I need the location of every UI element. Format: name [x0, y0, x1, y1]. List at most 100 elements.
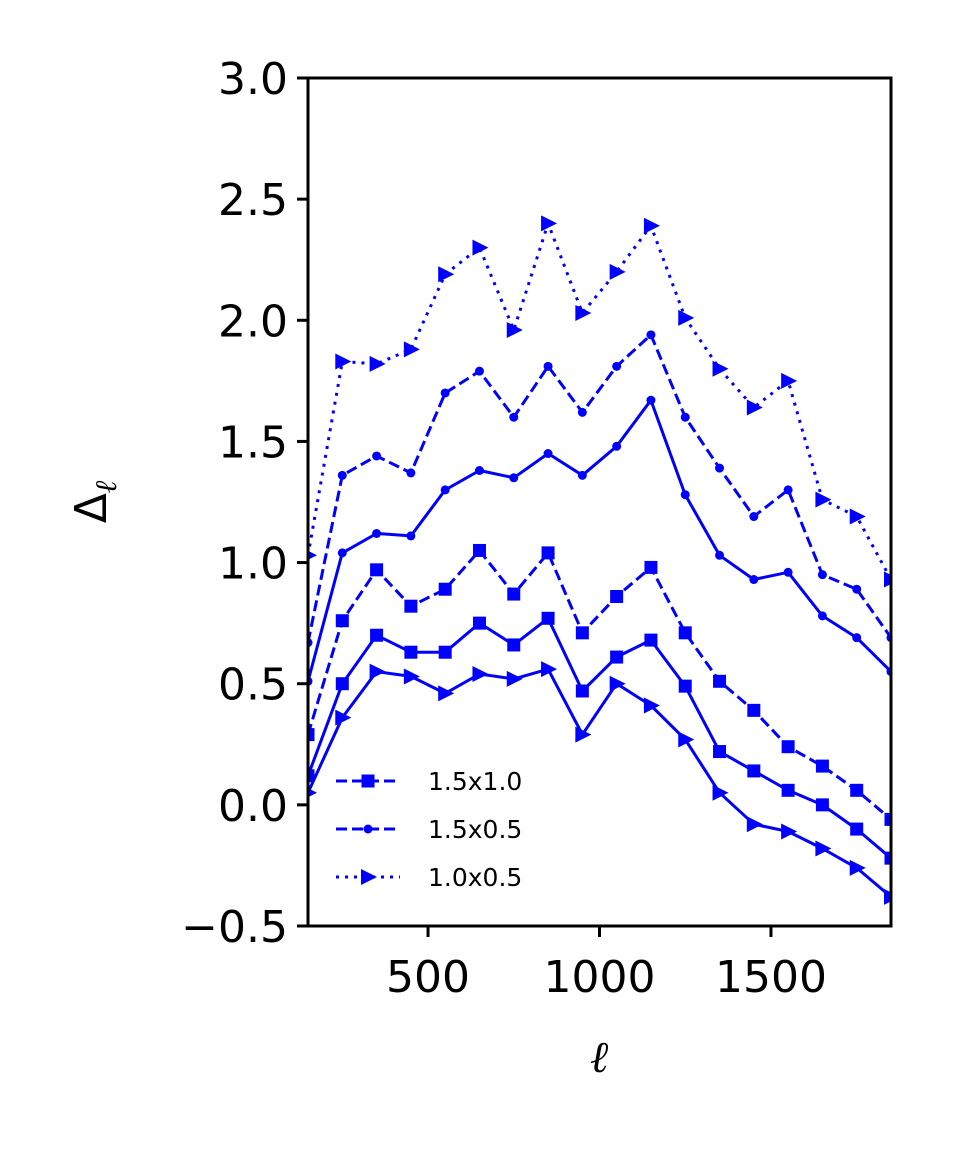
data-point — [850, 783, 864, 797]
data-point — [370, 628, 384, 642]
data-point — [884, 812, 891, 826]
data-point — [817, 570, 827, 580]
data-point — [884, 851, 891, 865]
data-point — [609, 263, 626, 280]
data-point — [507, 638, 521, 652]
data-point — [646, 330, 656, 340]
data-point — [712, 784, 729, 801]
data-point — [406, 468, 416, 478]
data-point — [541, 215, 558, 232]
data-point — [438, 645, 452, 659]
data-point — [609, 675, 626, 692]
data-point — [440, 485, 450, 495]
data-point — [746, 399, 763, 416]
data-point — [643, 217, 660, 234]
data-point — [575, 684, 589, 698]
x-tick-label: 1000 — [544, 952, 656, 1003]
data-point — [543, 449, 553, 459]
y-tick-label: 1.0 — [218, 539, 288, 590]
data-point — [372, 451, 382, 461]
data-point — [747, 703, 761, 717]
data-point — [646, 395, 656, 405]
data-point — [406, 531, 416, 541]
data-point — [308, 769, 315, 783]
data-point — [749, 575, 759, 585]
data-point — [747, 764, 761, 778]
legend-label: 1.0x0.5 — [428, 863, 522, 892]
data-point — [335, 709, 352, 726]
data-point — [370, 563, 384, 577]
data-point — [541, 546, 555, 560]
plot-area — [308, 215, 891, 905]
data-point — [369, 355, 386, 372]
data-point — [815, 798, 829, 812]
x-axis: 500 1000 1500 — [386, 926, 827, 1003]
data-point — [849, 508, 866, 525]
series-line — [308, 333, 891, 643]
series-line — [308, 667, 891, 899]
legend-label: 1.5x1.0 — [428, 767, 522, 796]
data-point — [575, 626, 589, 640]
data-point — [644, 633, 658, 647]
data-point — [337, 548, 347, 558]
data-point — [541, 611, 555, 625]
data-point — [849, 859, 866, 876]
series-3 — [308, 215, 891, 588]
data-point — [678, 626, 692, 640]
data-point — [438, 266, 455, 283]
data-point — [850, 822, 864, 836]
x-axis-label: ℓ — [590, 1032, 609, 1083]
data-point — [308, 728, 315, 742]
series-5 — [308, 395, 891, 686]
data-point — [509, 412, 519, 422]
series-1 — [308, 543, 891, 826]
data-point — [852, 633, 862, 643]
data-point — [817, 611, 827, 621]
legend-marker — [361, 774, 375, 788]
data-point — [815, 840, 832, 857]
plot-frame — [306, 76, 893, 928]
data-point — [612, 441, 622, 451]
data-point — [506, 670, 523, 687]
data-point — [643, 697, 660, 714]
data-point — [783, 485, 793, 495]
legend-marker — [361, 869, 377, 885]
series-6 — [308, 661, 891, 905]
data-point — [577, 407, 587, 417]
data-point — [472, 239, 489, 256]
y-tick-label: 1.5 — [218, 417, 288, 468]
data-point — [474, 466, 484, 476]
data-point — [884, 571, 891, 588]
data-point — [335, 677, 349, 691]
y-tick-label: 0.0 — [218, 781, 288, 832]
data-point — [575, 726, 592, 743]
data-point — [575, 305, 592, 322]
data-point — [577, 470, 587, 480]
data-point — [713, 745, 727, 759]
data-point — [715, 463, 725, 473]
data-point — [678, 679, 692, 693]
data-point — [308, 788, 317, 798]
series-line — [308, 398, 891, 682]
data-point — [438, 582, 452, 596]
data-point — [335, 614, 349, 628]
data-point — [543, 361, 553, 371]
data-point — [815, 759, 829, 773]
data-point — [472, 666, 489, 683]
series-line — [308, 616, 891, 860]
data-point — [541, 661, 558, 678]
y-tick-label: 2.5 — [218, 175, 288, 226]
data-point — [472, 543, 486, 557]
data-point — [884, 888, 891, 905]
data-point — [678, 309, 695, 326]
data-point — [644, 560, 658, 574]
data-point — [404, 599, 418, 613]
y-tick-label: 0.5 — [218, 660, 288, 711]
x-tick-label: 1500 — [715, 952, 827, 1003]
data-point — [781, 372, 798, 389]
data-point — [438, 685, 455, 702]
data-point — [712, 360, 729, 377]
series-4 — [308, 611, 891, 865]
series-2 — [308, 330, 891, 648]
